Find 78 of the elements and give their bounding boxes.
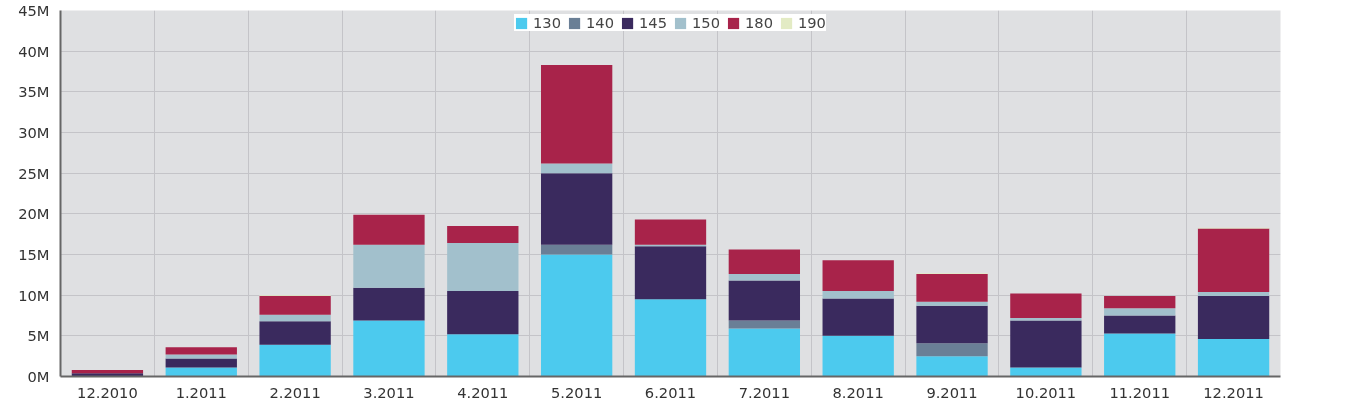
bar (353, 287, 425, 321)
bar (728, 320, 801, 329)
bar (728, 328, 801, 377)
y-tick-label: 5M (27, 327, 50, 345)
bar (447, 291, 519, 335)
bar (1104, 308, 1176, 316)
bar (447, 243, 519, 292)
bar (353, 244, 425, 288)
x-tick-label: 12.2010 (77, 383, 138, 401)
y-tick-label: 0M (27, 368, 50, 385)
y-tick-label: 20M (18, 205, 50, 223)
bar (259, 295, 331, 315)
bar (822, 298, 894, 336)
legend-label: 180 (744, 14, 773, 31)
bar (916, 274, 988, 302)
bar (1197, 228, 1270, 292)
x-tick-label: 5.2011 (551, 383, 603, 401)
bar (916, 356, 988, 377)
x-tick-label: 8.2011 (832, 383, 884, 401)
x-tick-label: 7.2011 (738, 383, 790, 401)
bar (1010, 367, 1082, 377)
bar (916, 305, 988, 344)
bar (822, 335, 894, 377)
bar (1010, 293, 1082, 318)
bar (259, 344, 331, 377)
bar (540, 244, 613, 255)
bar (728, 280, 801, 321)
y-tick-label: 40M (18, 42, 50, 60)
bar (916, 301, 988, 306)
bar (1104, 315, 1176, 334)
bar (634, 299, 707, 377)
y-tick-label: 45M (18, 2, 50, 19)
legend-label: 145 (639, 14, 667, 31)
bar (1197, 339, 1270, 377)
bar (165, 354, 237, 359)
bar (353, 214, 425, 245)
x-tick-label: 11.2011 (1109, 383, 1171, 401)
y-tick-label: 30M (18, 124, 50, 141)
bar (916, 343, 988, 357)
x-tick-label: 9.2011 (926, 383, 978, 401)
bar (634, 246, 707, 300)
legend-label: 190 (797, 14, 826, 31)
bar (728, 274, 801, 281)
y-tick-label: 10M (18, 286, 50, 304)
x-tick-label: 12.2011 (1203, 383, 1264, 401)
bar (165, 347, 237, 355)
legend-label: 130 (533, 14, 562, 31)
x-tick-label: 2.2011 (269, 383, 321, 401)
y-tick-label: 15M (18, 246, 50, 263)
bar (71, 369, 144, 374)
bar (634, 219, 707, 245)
bar (540, 64, 613, 164)
y-tick-label: 25M (18, 164, 50, 182)
bar (540, 163, 613, 174)
bar (259, 314, 331, 322)
bar (540, 254, 613, 377)
bar (1197, 295, 1270, 340)
legend-label: 150 (692, 14, 720, 31)
bar (353, 320, 425, 377)
x-tick-label: 10.2011 (1015, 383, 1077, 401)
bar (822, 260, 894, 292)
y-tick-label: 35M (18, 83, 50, 101)
bar (1010, 320, 1082, 368)
x-tick-label: 4.2011 (457, 383, 509, 401)
x-tick-label: 1.2011 (175, 383, 227, 401)
x-tick-label: 3.2011 (363, 383, 415, 401)
bar (447, 334, 519, 377)
bar (165, 358, 237, 368)
bar (1104, 295, 1176, 309)
legend-label: 140 (586, 14, 615, 31)
bar (1197, 291, 1270, 296)
bar (1104, 333, 1176, 377)
bar (540, 173, 613, 245)
bar (259, 321, 331, 345)
x-tick-label: 6.2011 (644, 383, 697, 401)
bar (728, 249, 801, 275)
bar (447, 226, 519, 244)
bar (822, 291, 894, 299)
